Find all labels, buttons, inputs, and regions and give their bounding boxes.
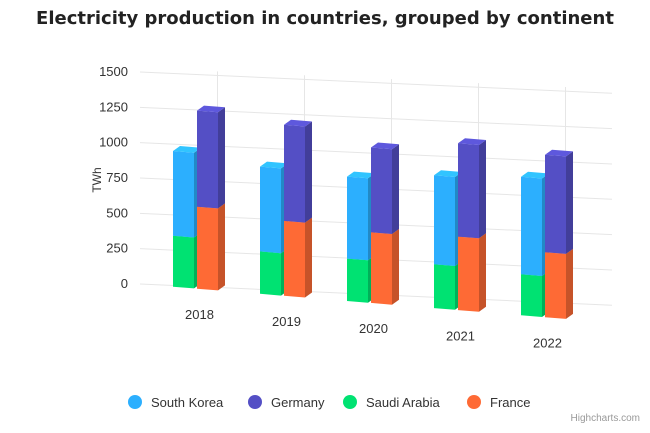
bar-segment[interactable]	[284, 119, 312, 223]
bar-top	[260, 161, 288, 169]
x-tick-label: 2018	[185, 307, 214, 322]
y-axis-title: TWh	[90, 167, 104, 192]
bar-front[interactable]	[173, 151, 194, 238]
bar-segment[interactable]	[458, 231, 486, 312]
x-tick-label: 2022	[533, 335, 562, 350]
bar-front[interactable]	[260, 166, 281, 254]
bar-top	[434, 170, 462, 177]
bar-front[interactable]	[347, 258, 368, 303]
bar-front[interactable]	[284, 124, 305, 223]
legend: South Korea Germany Saudi Arabia France	[0, 391, 650, 413]
bar-front[interactable]	[260, 251, 281, 296]
bar-front[interactable]	[434, 175, 455, 266]
y-tick-label: 1250	[99, 99, 128, 114]
legend-marker	[128, 395, 142, 409]
bar-front[interactable]	[371, 232, 392, 305]
bar-front[interactable]	[458, 143, 479, 239]
chart-title: Electricity production in countries, gro…	[36, 8, 614, 29]
legend-marker	[343, 395, 357, 409]
x-tick-label: 2019	[272, 314, 301, 329]
bar-segment[interactable]	[197, 201, 225, 291]
bar-front[interactable]	[284, 220, 305, 298]
bar-side	[566, 151, 573, 254]
legend-item[interactable]: Germany	[248, 391, 324, 413]
bar-side	[218, 203, 225, 291]
y-tick-label: 0	[121, 276, 128, 291]
y-tick-label: 250	[106, 241, 128, 256]
bar-side	[479, 233, 486, 312]
y-tick-label: 1500	[99, 64, 128, 79]
bar-segment[interactable]	[173, 230, 201, 289]
bar-segment[interactable]	[458, 138, 486, 239]
bar-front[interactable]	[197, 110, 218, 209]
x-tick-label: 2020	[359, 321, 388, 336]
bar-front[interactable]	[545, 154, 566, 254]
bar-top	[371, 142, 399, 150]
legend-label: Germany	[271, 394, 325, 410]
bar-front[interactable]	[347, 176, 368, 261]
legend-marker	[467, 395, 481, 409]
bar-top	[521, 171, 549, 179]
bar-front[interactable]	[371, 147, 392, 235]
bar-top	[545, 149, 573, 157]
legend-label: Saudi Arabia	[366, 394, 440, 410]
bar-segment[interactable]	[371, 142, 399, 235]
legend-item[interactable]: Saudi Arabia	[343, 391, 440, 413]
bar-side	[392, 144, 399, 234]
y-tick-label: 750	[106, 170, 128, 185]
bar-segment[interactable]	[521, 269, 549, 317]
bar-segment[interactable]	[521, 171, 549, 276]
bar-front[interactable]	[173, 235, 194, 289]
bar-top	[347, 171, 375, 179]
bar-side	[305, 121, 312, 223]
bar-front[interactable]	[434, 264, 455, 310]
bar-segment[interactable]	[260, 246, 288, 296]
bar-side	[218, 107, 225, 209]
gridline	[139, 71, 613, 94]
bar-side	[479, 140, 486, 239]
legend-item[interactable]: France	[467, 391, 530, 413]
legend-label: South Korea	[151, 394, 224, 410]
bar-front[interactable]	[521, 176, 542, 276]
bar-side	[566, 248, 573, 319]
legend-label: France	[490, 394, 531, 410]
bar-front[interactable]	[521, 274, 542, 317]
bar-segment[interactable]	[173, 146, 201, 238]
bar-front[interactable]	[197, 206, 218, 291]
bar-segment[interactable]	[347, 171, 375, 261]
y-tick-label: 1000	[99, 135, 128, 150]
credits-link[interactable]: Highcharts.com	[570, 413, 640, 424]
bar-segment[interactable]	[284, 215, 312, 298]
bar-front[interactable]	[545, 252, 566, 319]
bar-segment[interactable]	[545, 149, 573, 254]
bar-segment[interactable]	[197, 105, 225, 209]
bar-segment[interactable]	[347, 253, 375, 303]
bar-side	[392, 229, 399, 305]
bar-segment[interactable]	[434, 170, 462, 266]
bar-top	[284, 119, 312, 127]
bar-segment[interactable]	[371, 227, 399, 305]
bar-side	[305, 217, 312, 298]
bar-segment[interactable]	[545, 247, 573, 319]
y-tick-label: 500	[106, 205, 128, 220]
legend-item[interactable]: South Korea	[128, 391, 223, 413]
bar-top	[197, 105, 225, 113]
legend-marker	[248, 395, 262, 409]
x-tick-label: 2021	[446, 328, 475, 343]
bar-segment[interactable]	[260, 161, 288, 254]
bar-front[interactable]	[458, 236, 479, 312]
bar-top	[173, 146, 201, 153]
bar-top	[458, 138, 486, 145]
bar-segment[interactable]	[434, 259, 462, 310]
